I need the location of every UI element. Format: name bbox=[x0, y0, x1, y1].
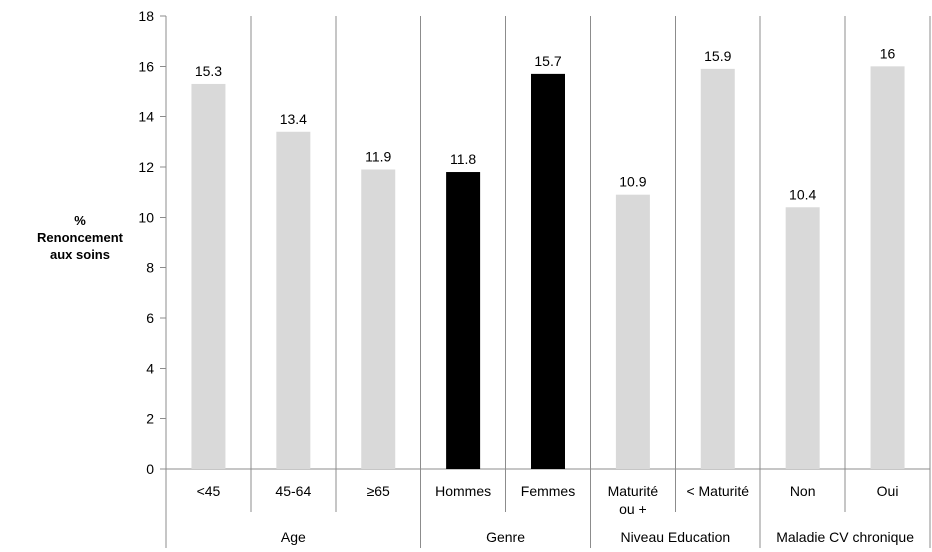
category-label: ≥65 bbox=[367, 483, 390, 499]
bar bbox=[531, 73, 565, 469]
category-label-line: Femmes bbox=[521, 483, 575, 499]
y-tick-label: 10 bbox=[138, 209, 154, 225]
category-label-line: ≥65 bbox=[367, 483, 390, 499]
bar-value-label: 15.9 bbox=[704, 48, 731, 64]
category-label: 45-64 bbox=[275, 483, 311, 499]
bar bbox=[700, 68, 735, 469]
y-axis-title-line-3: aux soins bbox=[50, 247, 110, 262]
bar-value-label: 11.9 bbox=[365, 149, 391, 165]
category-label: < Maturité bbox=[686, 483, 749, 499]
category-label-line: 45-64 bbox=[275, 483, 311, 499]
category-label: Hommes bbox=[435, 483, 491, 499]
bar-value-label: 13.4 bbox=[280, 111, 307, 127]
category-label: Femmes bbox=[521, 483, 575, 499]
bar bbox=[276, 131, 311, 469]
y-axis-title-line-1: % bbox=[74, 213, 86, 228]
group-label: Age bbox=[281, 529, 306, 545]
bar bbox=[785, 207, 820, 469]
bar bbox=[361, 169, 396, 469]
category-label: Maturité ou + bbox=[608, 483, 659, 517]
y-axis-title: % Renoncement aux soins bbox=[18, 212, 142, 263]
category-label-line: Maturité bbox=[608, 483, 659, 499]
group-label: Niveau Education bbox=[620, 529, 730, 545]
category-label-line: Non bbox=[790, 483, 816, 499]
y-axis-title-line-2: Renoncement bbox=[37, 230, 123, 245]
category-label: Non bbox=[790, 483, 816, 499]
bar-value-label: 10.9 bbox=[619, 174, 646, 190]
y-tick-label: 14 bbox=[138, 109, 154, 125]
bar bbox=[870, 66, 905, 469]
bar-value-label: 15.3 bbox=[195, 63, 222, 79]
bar bbox=[446, 172, 481, 470]
group-label: Genre bbox=[486, 529, 525, 545]
category-label-line: Oui bbox=[877, 483, 899, 499]
bar-value-label: 15.7 bbox=[534, 53, 561, 69]
bar-value-label: 10.4 bbox=[789, 186, 816, 202]
y-tick-label: 0 bbox=[146, 461, 154, 477]
category-label-line: < Maturité bbox=[686, 483, 749, 499]
y-tick-label: 2 bbox=[146, 411, 154, 427]
category-label-line: ou + bbox=[619, 501, 647, 517]
y-tick-label: 16 bbox=[138, 58, 154, 74]
bar-value-label: 16 bbox=[880, 45, 896, 61]
y-tick-label: 8 bbox=[146, 260, 154, 276]
bar bbox=[615, 194, 650, 469]
category-label-line: Hommes bbox=[435, 483, 491, 499]
bar-value-label: 11.8 bbox=[450, 151, 476, 167]
y-tick-label: 6 bbox=[146, 310, 154, 326]
category-label: Oui bbox=[877, 483, 899, 499]
category-label: <45 bbox=[197, 483, 221, 499]
category-label-line: <45 bbox=[197, 483, 221, 499]
y-tick-label: 4 bbox=[146, 360, 154, 376]
y-tick-label: 12 bbox=[138, 159, 154, 175]
bar bbox=[191, 83, 226, 469]
group-label: Maladie CV chronique bbox=[776, 529, 914, 545]
y-tick-label: 18 bbox=[138, 8, 154, 24]
